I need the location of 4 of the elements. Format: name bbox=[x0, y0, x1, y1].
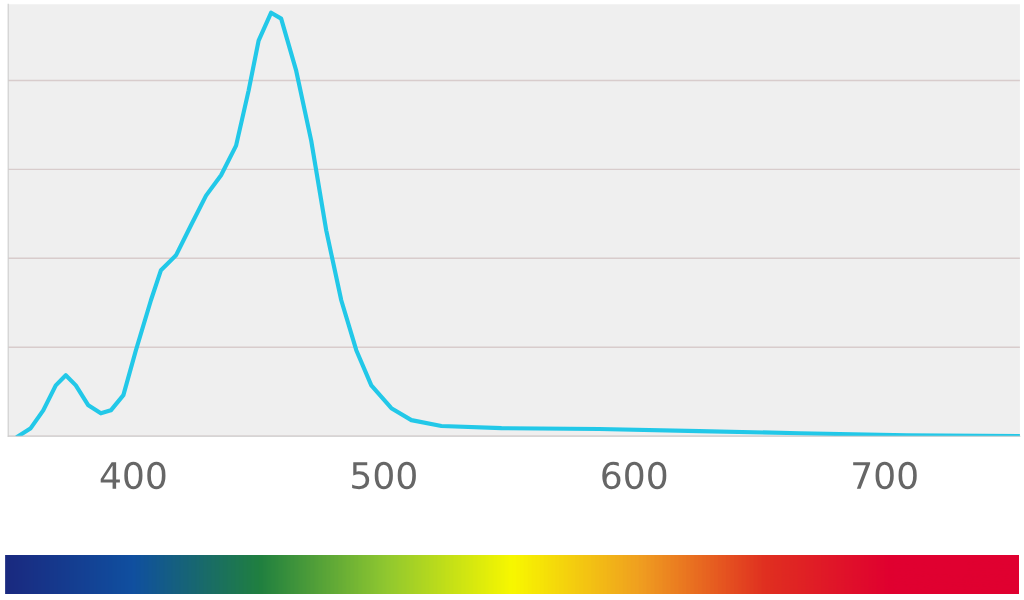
x-tick-label: 500 bbox=[352, 461, 416, 490]
x-tick-label: 400 bbox=[100, 461, 166, 490]
x-tick-label: 700 bbox=[853, 461, 917, 490]
x-tick-label: 600 bbox=[602, 461, 667, 490]
